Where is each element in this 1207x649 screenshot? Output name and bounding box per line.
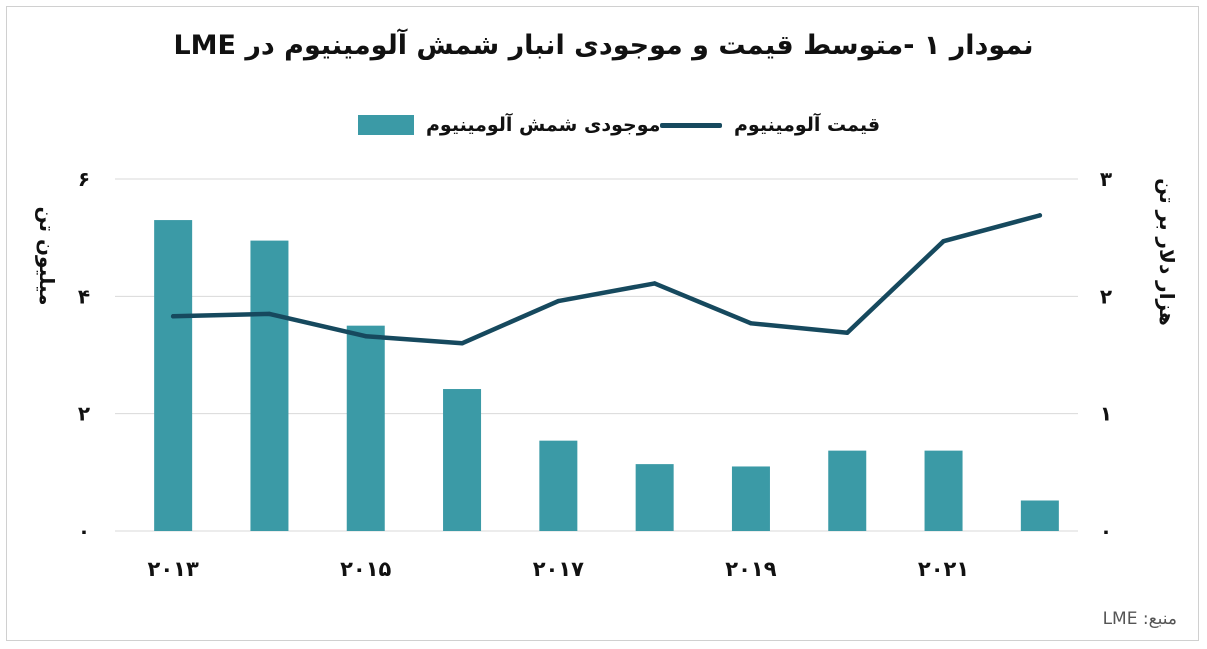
inventory-bar bbox=[828, 450, 867, 531]
inventory-bar bbox=[539, 440, 578, 531]
legend-item-inventory: موجودی شمش آلومینیوم bbox=[358, 112, 660, 138]
price-point bbox=[652, 281, 657, 286]
inventory-bar bbox=[1020, 500, 1059, 531]
legend-label-price: قیمت آلومینیوم bbox=[734, 114, 881, 136]
left-tick-label: ۴ bbox=[78, 284, 90, 308]
price-point bbox=[941, 238, 946, 244]
inventory-bar bbox=[346, 325, 385, 531]
x-tick-label: ۲۰۱۹ bbox=[725, 557, 776, 581]
right-tick-label: ۲ bbox=[1100, 284, 1112, 308]
price-point bbox=[459, 341, 465, 346]
right-tick-label: ۰ bbox=[1100, 519, 1112, 543]
legend-item-price: قیمت آلومینیوم bbox=[660, 112, 880, 138]
source-note: منبع: LME bbox=[1102, 609, 1177, 629]
inventory-bar bbox=[924, 450, 963, 531]
left-axis-title: میلیون تن bbox=[35, 207, 59, 306]
x-tick-label: ۲۰۱۵ bbox=[340, 557, 391, 581]
legend-swatch-bar bbox=[358, 115, 414, 135]
right-tick-label: ۳ bbox=[1100, 167, 1112, 191]
legend-swatch-line bbox=[660, 122, 722, 128]
inventory-bar bbox=[635, 464, 674, 531]
inventory-bar bbox=[443, 389, 482, 531]
price-point bbox=[556, 298, 561, 304]
chart-title: نمودار ۱ -متوسط قیمت و موجودی انبار شمش … bbox=[173, 30, 1034, 61]
price-point bbox=[845, 330, 850, 335]
right-tick-label: ۱ bbox=[1100, 402, 1112, 426]
price-point bbox=[363, 334, 368, 339]
x-tick-label: ۲۰۱۳ bbox=[148, 557, 199, 581]
price-point bbox=[748, 321, 754, 326]
price-point bbox=[267, 311, 272, 317]
left-tick-label: ۶ bbox=[78, 167, 90, 191]
x-tick-label: ۲۰۱۷ bbox=[533, 557, 584, 581]
inventory-bar bbox=[250, 240, 289, 531]
inventory-bar bbox=[731, 466, 770, 531]
x-tick-label: ۲۰۲۱ bbox=[918, 557, 969, 581]
price-point bbox=[1037, 213, 1043, 218]
right-axis-title: هزار دلار بر تن bbox=[1155, 178, 1179, 326]
left-tick-label: ۰ bbox=[78, 519, 90, 543]
legend-label-inventory: موجودی شمش آلومینیوم bbox=[426, 114, 661, 136]
left-tick-label: ۲ bbox=[78, 402, 90, 426]
price-line bbox=[170, 213, 1043, 346]
inventory-bar bbox=[154, 220, 193, 532]
chart-frame bbox=[6, 6, 1199, 641]
price-point bbox=[170, 314, 176, 319]
